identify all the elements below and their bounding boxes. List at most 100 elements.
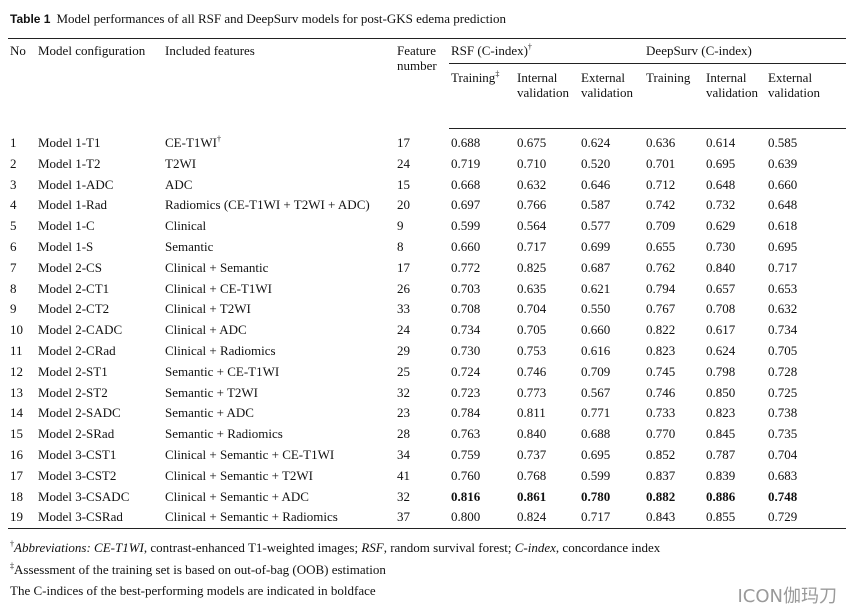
column-header: No <box>8 38 36 129</box>
table-cell: 0.762 <box>644 258 704 279</box>
table-cell: 0.660 <box>766 175 846 196</box>
cell-text: 0.599 <box>451 218 481 234</box>
cell-text: External validation <box>581 70 633 100</box>
table-cell: 0.632 <box>766 299 846 320</box>
cell-text: 0.822 <box>646 322 676 338</box>
cell-text: Clinical + Semantic + CE-T1WI <box>165 446 335 462</box>
cell-text: 0.717 <box>581 509 611 525</box>
cell-text: 0.882 <box>646 488 676 504</box>
cell-text: 33 <box>397 301 410 317</box>
cell-text: 0.688 <box>581 426 611 442</box>
cell-text: 0.762 <box>646 259 676 275</box>
table-cell: 0.855 <box>704 507 767 530</box>
table-cell: Semantic + ADC <box>163 403 395 424</box>
cell-text: 0.760 <box>451 467 481 483</box>
table-cell: 0.770 <box>644 424 704 445</box>
table-cell: 8 <box>395 237 449 258</box>
table-cell: 0.709 <box>644 216 704 237</box>
footnote-text: RSF <box>361 540 384 555</box>
table-cell: 0.688 <box>449 129 515 154</box>
cell-text: Training <box>451 70 496 85</box>
table-cell: ADC <box>163 175 395 196</box>
cell-text: 0.639 <box>768 155 798 171</box>
table-cell: 23 <box>395 403 449 424</box>
cell-text: 0.734 <box>768 322 798 338</box>
table-cell: 0.550 <box>579 299 644 320</box>
table-cell: 0.695 <box>766 237 846 258</box>
table-cell: Model 2-SADC <box>36 403 163 424</box>
table-cell: 0.703 <box>449 279 515 300</box>
cell-text: Semantic + Radiomics <box>165 426 283 442</box>
cell-text: 0.771 <box>581 405 611 421</box>
cell-text: 0.753 <box>517 342 547 358</box>
table-cell: 0.794 <box>644 279 704 300</box>
cell-text: 34 <box>397 446 410 462</box>
table-cell: Model 3-CSADC <box>36 487 163 508</box>
cell-text: Model 2-CS <box>38 259 102 275</box>
table-cell: 0.824 <box>515 507 579 530</box>
cell-text: 0.709 <box>581 363 611 379</box>
cell-text: 0.767 <box>646 301 676 317</box>
cell-text: 17 <box>397 134 410 150</box>
cell-text: 0.734 <box>451 322 481 338</box>
cell-text: Semantic <box>165 238 214 254</box>
cell-text: 0.837 <box>646 467 676 483</box>
table-cell: 0.587 <box>579 195 644 216</box>
footnote-mark: † <box>10 539 14 549</box>
cell-text: 0.705 <box>768 342 798 358</box>
cell-text: 0.861 <box>517 488 547 504</box>
table-cell: 0.704 <box>515 299 579 320</box>
table-cell: 0.748 <box>766 487 846 508</box>
table-cell: 0.629 <box>704 216 766 237</box>
cell-text: 0.748 <box>768 488 798 504</box>
table-cell: 0.688 <box>579 424 644 445</box>
table-cell: 24 <box>395 320 449 341</box>
table-cell: 2 <box>8 154 36 175</box>
table-cell: 0.675 <box>515 129 579 154</box>
cell-text: 0.798 <box>706 363 736 379</box>
cell-text: Clinical + T2WI <box>165 301 251 317</box>
cell-text: 0.632 <box>768 301 798 317</box>
table-cell: 7 <box>8 258 36 279</box>
table-cell: 0.787 <box>704 445 766 466</box>
cell-text: 0.695 <box>706 155 736 171</box>
cell-text: Model 2-SRad <box>38 426 115 442</box>
cell-text: Training <box>646 70 691 85</box>
cell-text: 0.766 <box>517 197 547 213</box>
table-cell: Clinical <box>163 216 395 237</box>
footnote-text: C-index <box>514 540 556 555</box>
table-cell: 0.730 <box>704 237 766 258</box>
cell-text: 0.585 <box>768 135 798 150</box>
table-cell: 0.753 <box>515 341 579 362</box>
superscript: † <box>216 134 221 144</box>
cell-text: Internal validation <box>706 70 759 100</box>
column-header: Feature number <box>395 38 449 129</box>
watermark: ICON伽玛刀 <box>737 586 837 607</box>
table-cell: Model 3-CST1 <box>36 445 163 466</box>
table-cell: 0.668 <box>449 175 515 196</box>
cell-text: Model 2-ST2 <box>38 384 108 400</box>
cell-text: 0.839 <box>706 467 736 483</box>
cell-text: 0.646 <box>581 176 611 192</box>
table-cell: 0.734 <box>766 320 846 341</box>
table-cell: Model 2-CADC <box>36 320 163 341</box>
cell-text: External validation <box>768 70 821 100</box>
cell-text: Model 3-CSADC <box>38 488 130 504</box>
cell-text: Model 1-S <box>38 238 94 254</box>
table-cell: Semantic <box>163 237 395 258</box>
cell-text: 0.850 <box>706 384 736 400</box>
table-cell: Clinical + Semantic <box>163 258 395 279</box>
column-header: Included features <box>163 38 395 129</box>
cell-text: RSF (C-index) <box>451 43 528 58</box>
cell-text: 0.717 <box>517 238 547 254</box>
cell-text: 0.567 <box>581 384 611 400</box>
table-cell: 0.738 <box>766 403 846 424</box>
cell-text: 0.733 <box>646 405 676 421</box>
table-cell: Clinical + CE-T1WI <box>163 279 395 300</box>
cell-text: 0.709 <box>646 218 676 234</box>
table-cell: Clinical + Semantic + ADC <box>163 487 395 508</box>
cell-text: 41 <box>397 467 410 483</box>
table-cell: 34 <box>395 445 449 466</box>
table-cell: 8 <box>8 279 36 300</box>
table-cell: 0.648 <box>766 195 846 216</box>
